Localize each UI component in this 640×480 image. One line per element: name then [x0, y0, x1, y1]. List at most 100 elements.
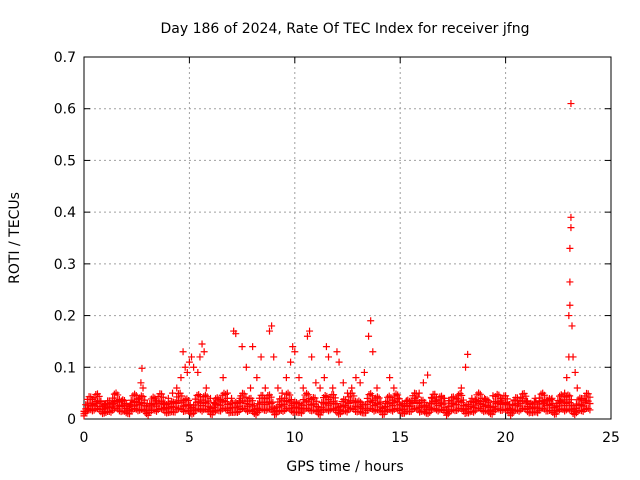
data-point [584, 404, 592, 412]
data-point [453, 394, 461, 402]
data-point [178, 392, 186, 400]
y-tick-label: 0.7 [54, 50, 76, 66]
data-point [348, 384, 356, 392]
data-point [375, 394, 383, 402]
data-point [287, 358, 295, 366]
x-tick-label: 20 [497, 430, 515, 446]
data-point [567, 213, 575, 221]
data-point [356, 379, 364, 387]
data-point [195, 398, 203, 406]
data-point [149, 393, 157, 401]
data-point [190, 363, 198, 371]
data-point [445, 397, 453, 405]
data-point [270, 353, 278, 361]
data-point [390, 399, 398, 407]
data-point [322, 343, 330, 351]
data-point [306, 327, 314, 335]
data-point [194, 368, 202, 376]
data-point [295, 374, 303, 382]
data-point [173, 393, 181, 401]
chart-title: Day 186 of 2024, Rate Of TEC Index for r… [161, 21, 530, 37]
data-point [114, 391, 122, 399]
data-point [540, 391, 548, 399]
data-point [138, 364, 146, 372]
data-point [171, 398, 179, 406]
data-point [160, 401, 168, 409]
data-point [274, 384, 282, 392]
data-point [201, 398, 209, 406]
data-point [166, 399, 174, 407]
data-point [556, 397, 564, 405]
data-point [458, 391, 466, 399]
data-point [565, 312, 573, 320]
data-point [110, 399, 118, 407]
data-point [185, 358, 193, 366]
data-point [93, 399, 101, 407]
data-point [573, 384, 581, 392]
data-point [303, 389, 311, 397]
data-point [426, 399, 434, 407]
data-point [330, 405, 338, 413]
data-point [218, 398, 226, 406]
data-point [527, 399, 535, 407]
data-point [355, 397, 363, 405]
data-point [566, 278, 574, 286]
data-point [240, 390, 248, 398]
data-point [535, 397, 543, 405]
y-tick-label: 0 [67, 412, 76, 428]
data-point [502, 392, 510, 400]
data-point [80, 407, 88, 415]
data-point [185, 396, 193, 404]
data-point [313, 397, 321, 405]
data-point [377, 398, 385, 406]
data-point [114, 402, 122, 410]
data-point [545, 401, 553, 409]
data-point [95, 392, 103, 400]
data-point [369, 348, 377, 356]
data-point [390, 384, 398, 392]
data-point [424, 371, 432, 379]
data-point [407, 399, 415, 407]
data-point [223, 389, 231, 397]
data-point [321, 392, 329, 400]
data-point [506, 401, 514, 409]
y-tick-label: 0.6 [54, 102, 76, 118]
data-point [449, 399, 457, 407]
data-point [330, 391, 338, 399]
data-point [381, 399, 389, 407]
data-point [253, 374, 261, 382]
data-point [503, 395, 511, 403]
data-point [137, 379, 145, 387]
y-tick-label: 0.5 [54, 153, 76, 169]
data-point [523, 397, 531, 405]
data-point [303, 332, 311, 340]
data-point [586, 393, 594, 401]
data-point [101, 401, 109, 409]
data-point [158, 390, 166, 398]
data-point [547, 396, 555, 404]
data-point [373, 384, 381, 392]
data-point [517, 393, 525, 401]
data-point [304, 391, 312, 399]
data-point [566, 392, 574, 400]
data-point [586, 399, 594, 407]
data-point [202, 384, 210, 392]
data-point [548, 394, 556, 402]
data-point [90, 394, 98, 402]
data-point [135, 394, 143, 402]
x-tick-label: 0 [80, 430, 89, 446]
data-point [238, 343, 246, 351]
data-point [569, 353, 577, 361]
y-tick-label: 0.2 [54, 309, 76, 325]
data-point [415, 389, 423, 397]
data-points [80, 100, 594, 420]
data-point [237, 399, 245, 407]
data-point [262, 395, 270, 403]
data-point [139, 384, 147, 392]
data-point [110, 390, 118, 398]
data-point [392, 390, 400, 398]
data-point [552, 399, 560, 407]
data-point [561, 389, 569, 397]
data-point [567, 100, 575, 108]
data-point [419, 379, 427, 387]
